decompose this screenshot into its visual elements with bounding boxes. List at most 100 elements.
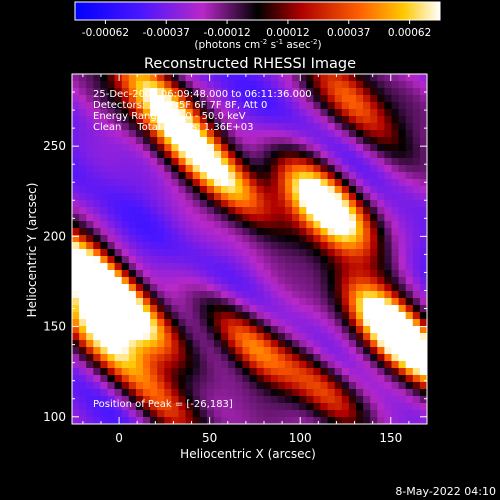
heatmap-cell — [79, 242, 87, 250]
heatmap-cell — [363, 151, 371, 159]
heatmap-cell — [157, 186, 165, 194]
heatmap-cell — [150, 158, 158, 166]
heatmap-cell — [199, 368, 208, 376]
heatmap-cell — [114, 312, 123, 320]
heatmap-cell — [135, 165, 144, 173]
heatmap-cell — [348, 270, 357, 278]
heatmap-cell — [256, 214, 265, 222]
heatmap-cell — [412, 214, 421, 222]
heatmap-cell — [121, 256, 130, 264]
heatmap-cell — [143, 158, 151, 166]
heatmap-cell — [235, 263, 243, 271]
heatmap-cell — [107, 277, 116, 285]
heatmap-cell — [157, 214, 165, 222]
heatmap-cell — [263, 116, 272, 124]
heatmap-cell — [171, 172, 180, 180]
heatmap-cell — [228, 277, 236, 285]
heatmap-cell — [86, 137, 94, 145]
heatmap-cell — [277, 410, 286, 418]
heatmap-cell — [277, 172, 286, 180]
heatmap-cell — [370, 193, 378, 201]
heatmap-cell — [256, 361, 265, 369]
heatmap-cell — [171, 249, 180, 257]
heatmap-cell — [313, 235, 322, 243]
heatmap-cell — [285, 361, 293, 369]
heatmap-cell — [391, 410, 400, 418]
heatmap-cell — [128, 354, 137, 362]
heatmap-cell — [242, 165, 251, 173]
heatmap-cell — [405, 403, 414, 411]
heatmap-cell — [398, 144, 407, 152]
heatmap-cell — [121, 109, 130, 117]
heatmap-cell — [206, 88, 215, 96]
heatmap-cell — [242, 172, 251, 180]
heatmap-cell — [242, 207, 251, 215]
heatmap-cell — [185, 270, 194, 278]
heatmap-cell — [370, 305, 378, 313]
heatmap-cell — [270, 403, 279, 411]
heatmap-cell — [285, 200, 293, 208]
heatmap-cell — [185, 305, 194, 313]
heatmap-cell — [100, 347, 109, 355]
heatmap-cell — [419, 298, 427, 306]
heatmap-cell — [306, 186, 314, 194]
heatmap-cell — [178, 165, 187, 173]
heatmap-cell — [86, 389, 94, 397]
heatmap-cell — [370, 102, 378, 110]
heatmap-cell — [256, 137, 265, 145]
heatmap-cell — [292, 298, 300, 306]
heatmap-cell — [164, 144, 172, 152]
heatmap-cell — [363, 410, 371, 418]
heatmap-cell — [86, 333, 94, 341]
heatmap-cell — [143, 228, 151, 236]
heatmap-cell — [412, 389, 421, 397]
heatmap-cell — [277, 270, 286, 278]
heatmap-cell — [235, 123, 243, 131]
heatmap-cell — [313, 347, 322, 355]
heatmap-cell — [72, 298, 80, 306]
heatmap-cell — [135, 179, 144, 187]
heatmap-cell — [419, 74, 427, 82]
heatmap-cell — [384, 81, 393, 89]
heatmap-cell — [221, 333, 229, 341]
heatmap-cell — [157, 116, 165, 124]
heatmap-cell — [242, 284, 251, 292]
heatmap-cell — [363, 375, 371, 383]
heatmap-cell — [214, 340, 222, 348]
heatmap-cell — [285, 417, 293, 424]
heatmap-cell — [384, 403, 393, 411]
heatmap-cell — [100, 333, 109, 341]
heatmap-cell — [206, 137, 215, 145]
heatmap-cell — [412, 207, 421, 215]
heatmap-cell — [143, 144, 151, 152]
heatmap-cell — [221, 389, 229, 397]
heatmap-cell — [277, 144, 286, 152]
heatmap-cell — [412, 340, 421, 348]
heatmap-cell — [86, 361, 94, 369]
heatmap-cell — [93, 375, 101, 383]
heatmap-cell — [306, 291, 314, 299]
heatmap-cell — [384, 270, 393, 278]
heatmap-cell — [356, 200, 364, 208]
heatmap-cell — [292, 207, 300, 215]
heatmap-cell — [313, 277, 322, 285]
heatmap-cell — [100, 319, 109, 327]
heatmap-cell — [370, 144, 378, 152]
heatmap-cell — [341, 186, 350, 194]
heatmap-cell — [363, 326, 371, 334]
heatmap-cell — [192, 368, 201, 376]
heatmap-cell — [370, 410, 378, 418]
heatmap-cell — [285, 179, 293, 187]
heatmap-cell — [199, 165, 208, 173]
heatmap-cell — [79, 326, 87, 334]
heatmap-cell — [228, 375, 236, 383]
heatmap-cell — [419, 116, 427, 124]
heatmap-cell — [263, 389, 272, 397]
y-tick-label: 200 — [43, 229, 66, 243]
heatmap-cell — [100, 354, 109, 362]
heatmap-cell — [299, 256, 307, 264]
heatmap-cell — [199, 242, 208, 250]
heatmap-cell — [356, 235, 364, 243]
heatmap-cell — [100, 235, 109, 243]
